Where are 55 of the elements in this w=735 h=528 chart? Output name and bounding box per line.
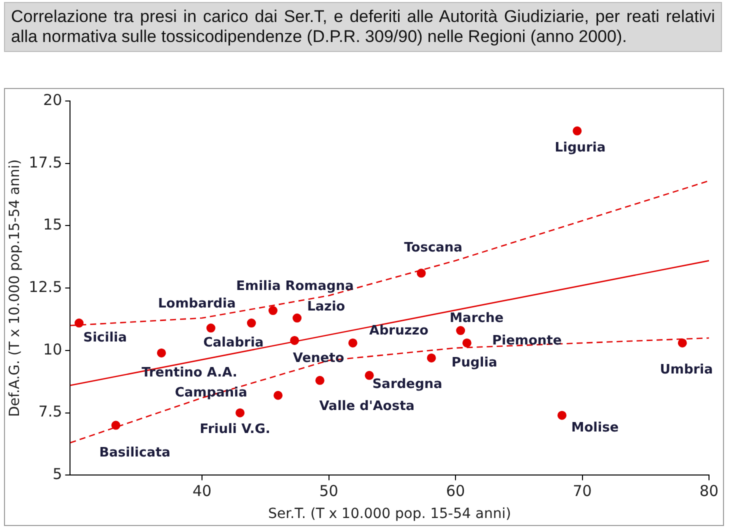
point [206,324,216,333]
y-tick-label: 20 [43,90,62,109]
annotation: Lombardia [158,296,236,312]
y-tick-label: 12.5 [28,278,62,296]
y-tick-label: 7.5 [38,402,62,421]
annotation: Friuli V.G. [200,422,270,438]
point [290,336,300,345]
point [572,126,582,136]
point [236,408,245,418]
annotation: Calabria [203,335,264,350]
point [678,338,687,348]
point [462,338,472,348]
point [426,353,436,362]
point [111,420,120,430]
x-tick-label: 50 [319,482,338,500]
point [557,410,566,420]
x-tick-label: 70 [572,482,592,500]
y-tick-label: 15 [43,216,62,234]
point [348,338,358,348]
point [456,326,466,336]
annotation: Marche [450,310,504,326]
annotation: Basilicata [99,446,170,461]
annotation: Puglia [452,355,498,370]
chart-title: Correlazione tra presi in carico dai Ser.T, e deferiti alle Autorità Giudiziarie, per reati relativi alla normativa sulle tossicodipendenze (D.P.R. 309/90) nelle Regioni (anno 2000). [4,2,722,52]
annotation: Umbria [660,362,713,378]
point [364,370,374,380]
annotation: Toscana [404,240,462,256]
x-tick-label: 80 [699,482,719,500]
y-tick-label: 10 [43,340,62,358]
annotation: Molise [571,420,619,436]
annotation: Sicilia [83,330,127,346]
point [274,390,283,400]
annotation: Sardegna [372,376,442,392]
point [292,314,302,323]
annotation: Piemonte [492,333,562,348]
annotation: Emilia Romagna [236,278,354,294]
x-tick-label: 40 [192,482,212,500]
annotation: Trentino A.A. [142,365,238,380]
line-series [70,180,709,326]
x-tick-label: 60 [446,482,466,500]
point [268,306,278,316]
y-axis-title: Def.A.G. (T x 10.000 pop.15-54 anni) [7,159,24,417]
y-tick-label: 5 [52,465,62,484]
y-tick-label: 17.5 [28,153,62,172]
point [315,376,324,385]
point [74,318,84,328]
annotation: Lazio [307,299,346,314]
annotation: Liguria [554,140,606,156]
annotation: Valle d'Aosta [319,398,415,414]
point [416,268,426,278]
annotation: Veneto [292,350,344,366]
annotation: Abruzzo [369,323,428,338]
point [246,318,256,328]
point [156,348,166,358]
x-axis-title: Ser.T. (T x 10.000 pop. 15-54 anni) [268,506,512,522]
